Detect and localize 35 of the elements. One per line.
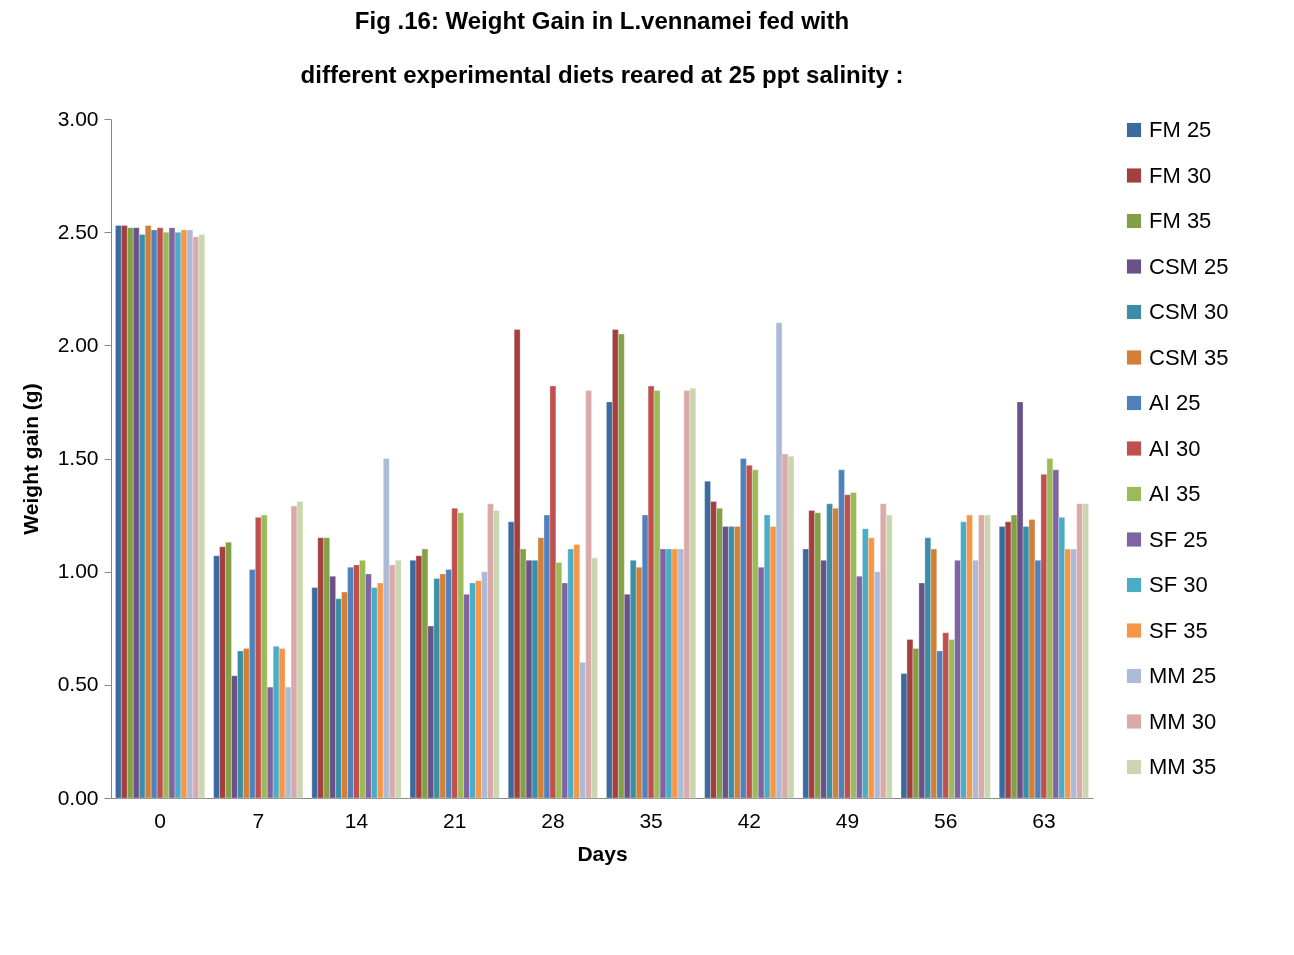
y-tick-label: 2.00 xyxy=(57,332,99,356)
x-tick-label: 21 xyxy=(443,808,467,832)
legend-label: MM 35 xyxy=(1149,754,1217,779)
y-tick-label: 2.50 xyxy=(57,219,99,243)
legend-label: AI 25 xyxy=(1149,390,1201,415)
legend-label: SF 25 xyxy=(1149,526,1208,552)
x-tick-label: 42 xyxy=(737,808,761,832)
chart-title: Fig .16: Weight Gain in L.vennamei fed with different experimental diets reared at 25 ppt salinity : xyxy=(300,7,904,88)
y-tick-label: 3.00 xyxy=(57,106,99,130)
legend-label: AI 30 xyxy=(1149,435,1201,461)
legend-label: CSM 25 xyxy=(1149,253,1229,279)
y-axis-title: Weight gain (g) xyxy=(18,383,42,535)
legend-label: FM 25 xyxy=(1149,117,1212,142)
x-axis-title: Days xyxy=(577,841,628,865)
y-tick-label: 1.00 xyxy=(57,559,99,583)
y-tick-label: 0.00 xyxy=(57,785,99,809)
legend-label: AI 35 xyxy=(1149,481,1201,506)
x-tick-label: 14 xyxy=(344,808,369,832)
y-tick-label: 1.50 xyxy=(57,446,99,469)
legend-label: MM 30 xyxy=(1149,708,1217,734)
x-tick-label: 7 xyxy=(252,808,265,832)
legend-label: FM 30 xyxy=(1149,162,1212,188)
legend-label: MM 25 xyxy=(1149,663,1217,688)
legend-label: CSM 35 xyxy=(1149,344,1229,370)
legend-label: SF 35 xyxy=(1149,617,1208,643)
x-tick-label: 35 xyxy=(639,808,663,832)
x-tick-label: 0 xyxy=(154,808,166,832)
legend-label: SF 30 xyxy=(1149,572,1208,597)
x-tick-label: 49 xyxy=(835,808,860,832)
x-tick-label: 28 xyxy=(541,808,565,832)
x-tick-label: 63 xyxy=(1032,808,1056,832)
y-tick-label: 0.50 xyxy=(57,672,99,696)
legend-label: CSM 30 xyxy=(1149,299,1229,324)
legend-label: FM 35 xyxy=(1149,208,1212,233)
x-tick-label: 56 xyxy=(934,808,958,832)
